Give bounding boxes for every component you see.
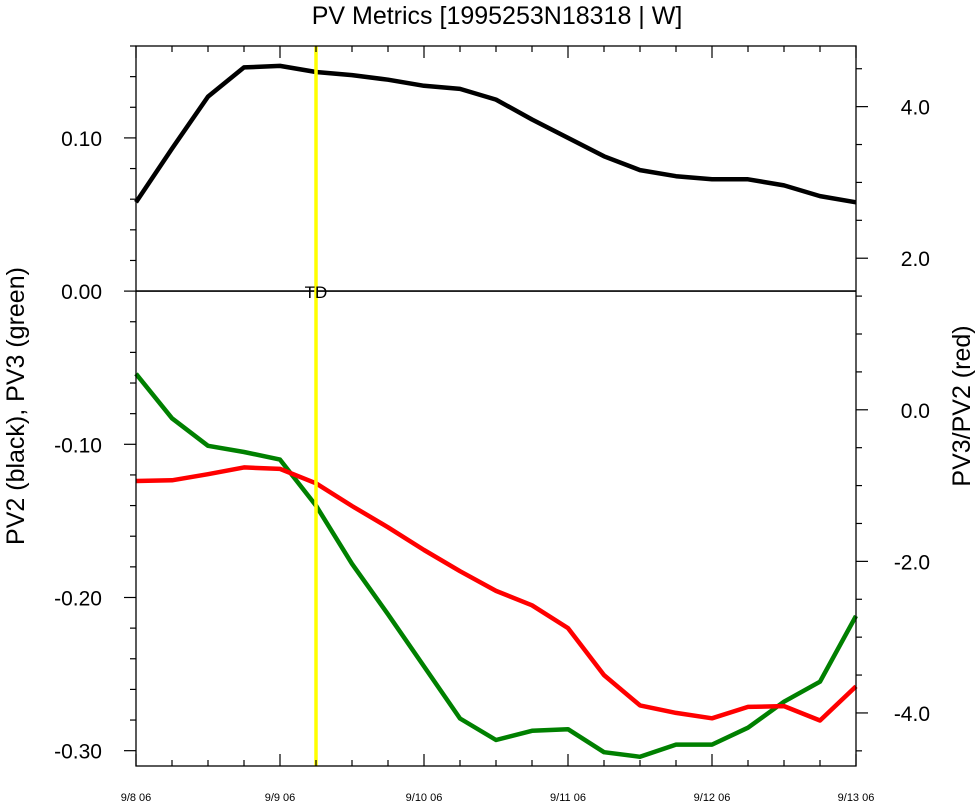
- x-tick-label: 9/8 06: [121, 792, 152, 804]
- x-tick-label: 9/13 06: [838, 792, 875, 804]
- x-axis: 9/8 06 9/9 06 9/10 06 9/11 06 9/12 06 9/13 06: [121, 46, 875, 804]
- right-tick-label: 2.0: [901, 248, 930, 271]
- series-line-pv2: [134, 63, 857, 205]
- plot-frame: [135, 45, 857, 767]
- td-marker-label: TD: [305, 283, 328, 302]
- right-y-axis: 4.0 2.0 0.0 -2.0 -4.0: [856, 68, 930, 752]
- plot-area: TD: [134, 46, 858, 766]
- left-tick-label: -0.20: [54, 587, 102, 610]
- left-tick-label: -0.10: [54, 434, 102, 457]
- left-tick-label: 0.00: [61, 281, 102, 304]
- left-y-axis: 0.10 0.00 -0.10 -0.20 -0.30: [54, 45, 136, 764]
- left-tick-label: -0.30: [54, 741, 102, 764]
- x-tick-label: 9/11 06: [550, 792, 586, 804]
- chart-title: PV Metrics [1995253N18318 | W]: [312, 2, 683, 30]
- series-line-pv3: [134, 372, 858, 760]
- right-tick-label: 4.0: [901, 97, 930, 120]
- x-tick-label: 9/9 06: [265, 792, 296, 804]
- left-tick-label: 0.10: [61, 128, 102, 151]
- series-line-pv3-pv2: [135, 465, 858, 723]
- right-axis-label: PV3/PV2 (red): [948, 325, 976, 486]
- right-tick-label: -4.0: [894, 703, 930, 726]
- right-tick-label: -2.0: [894, 551, 930, 574]
- x-tick-label: 9/12 06: [694, 792, 731, 804]
- right-tick-label: 0.0: [901, 400, 930, 423]
- x-tick-label: 9/10 06: [406, 792, 443, 804]
- left-axis-label: PV2 (black), PV3 (green): [2, 267, 30, 545]
